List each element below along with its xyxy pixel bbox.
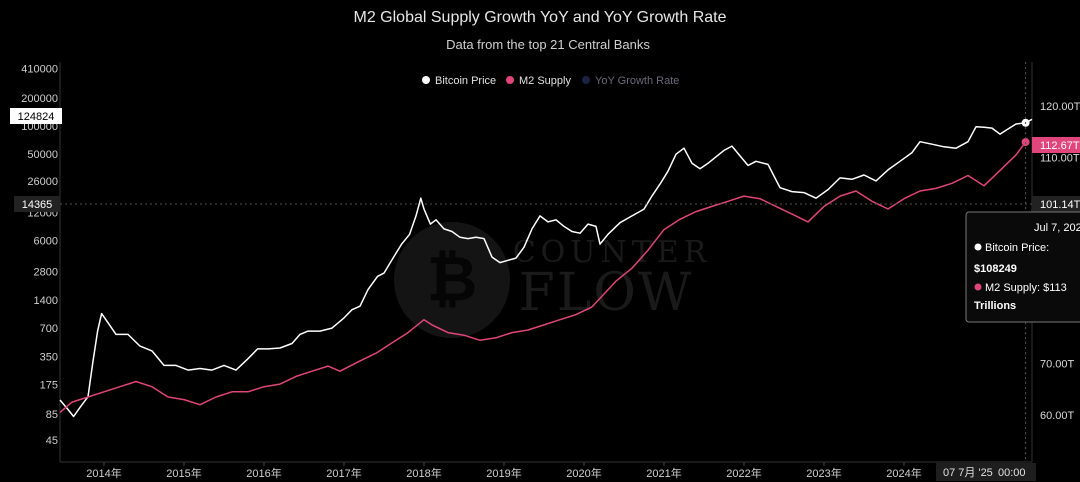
- right-m2-label-text: 112.67T: [1040, 140, 1080, 152]
- left-tick-label: 410000: [21, 64, 58, 76]
- chart-title: M2 Global Supply Growth YoY and YoY Grow…: [354, 9, 727, 26]
- right-m2-label-box: [1032, 137, 1080, 153]
- x-tick-label: 2018年: [406, 466, 441, 480]
- right-tick-label: 70.00T: [1040, 359, 1075, 371]
- crosshair-date-label: 07 7月 '25 00:00: [936, 463, 1036, 481]
- tooltip-bitcoin-value: $108249: [974, 263, 1017, 275]
- left-price-label-box: [10, 108, 62, 124]
- watermark-line1: COUNTER: [513, 235, 712, 270]
- right-cursor-label: 101.14T: [1032, 196, 1080, 212]
- left-cursor-label-box: [14, 196, 60, 212]
- watermark-bitcoin-icon: ₿: [427, 242, 478, 315]
- left-tick-label: 6000: [34, 236, 58, 248]
- legend-label-bitcoin: Bitcoin Price: [435, 75, 496, 87]
- x-tick-label: 2023年: [806, 466, 841, 480]
- right-cursor-label-box: [1032, 196, 1080, 212]
- left-tick-label: 50000: [27, 149, 58, 161]
- legend-item-bitcoin[interactable]: Bitcoin Price: [422, 75, 496, 87]
- right-tick-label: 60.00T: [1040, 410, 1075, 422]
- x-tick-label: 2016年: [246, 466, 281, 480]
- left-tick-label: 350: [40, 351, 58, 363]
- tooltip-marker-m2: [974, 283, 982, 291]
- x-axis-ticks: 2014年 2015年 2016年 2017年 2018年 2019年 2020年 2021年…: [86, 462, 922, 480]
- right-m2-label: 112.67T: [1032, 137, 1080, 153]
- x-tick-label: 2024年: [886, 466, 921, 480]
- left-tick-label: 175: [40, 380, 58, 392]
- tooltip-m2-label: M2 Supply: $113: [985, 282, 1067, 294]
- watermark: ₿ COUNTER FLOW: [394, 222, 712, 338]
- left-price-label-text: 124824: [18, 111, 55, 123]
- chart-subtitle: Data from the top 21 Central Banks: [446, 37, 650, 52]
- right-tick-label: 120.00T: [1040, 101, 1080, 113]
- crosshair-time-text: 00:00: [998, 467, 1026, 479]
- legend-marker-yoy: [582, 76, 590, 84]
- left-cursor-label: 14365: [14, 196, 60, 212]
- legend-item-m2[interactable]: M2 Supply: [506, 75, 571, 87]
- crosshair-date-box: [936, 463, 1036, 481]
- left-tick-label: 45: [46, 435, 58, 447]
- left-price-label: 124824: [10, 108, 62, 124]
- series-line-m2-supply: [59, 141, 1027, 413]
- legend-marker-bitcoin: [422, 76, 430, 84]
- tooltip-bitcoin-label: Bitcoin Price:: [985, 242, 1049, 254]
- left-tick-label: 200000: [21, 93, 58, 105]
- left-tick-label: 26000: [27, 176, 58, 188]
- left-cursor-label-text: 14365: [22, 199, 53, 211]
- legend-label-m2: M2 Supply: [519, 75, 571, 87]
- right-tick-label: 110.00T: [1040, 153, 1080, 165]
- x-tick-label: 2021年: [646, 466, 681, 480]
- legend: Bitcoin Price M2 Supply YoY Growth Rate: [422, 75, 679, 87]
- tooltip-date: Jul 7, 2025: [1034, 222, 1080, 234]
- x-tick-label: 2014年: [86, 466, 121, 480]
- x-tick-label: 2022年: [726, 466, 761, 480]
- legend-marker-m2: [506, 76, 514, 84]
- right-cursor-label-text: 101.14T: [1040, 199, 1080, 211]
- x-tick-label: 2020年: [566, 466, 601, 480]
- tooltip: Jul 7, 2025 Bitcoin Price: $108249 M2 Su…: [965, 211, 1080, 323]
- legend-item-yoy[interactable]: YoY Growth Rate: [582, 75, 679, 87]
- crosshair-date-text: 07 7月 '25: [943, 467, 993, 479]
- tooltip-box: [965, 211, 1080, 323]
- tooltip-m2-value: Trillions: [974, 300, 1016, 312]
- watermark-coin: [394, 222, 510, 338]
- tooltip-marker-bitcoin: [974, 243, 982, 251]
- watermark-line2: FLOW: [519, 263, 694, 323]
- x-tick-label: 2019年: [486, 466, 521, 480]
- left-tick-label: 2800: [34, 267, 58, 279]
- x-tick-label: 2017年: [326, 466, 361, 480]
- x-tick-label: 2015年: [166, 466, 201, 480]
- legend-label-yoy: YoY Growth Rate: [595, 75, 679, 87]
- series-line-bitcoin-price: [59, 118, 1033, 418]
- left-tick-label: 700: [40, 323, 58, 335]
- left-tick-label: 1400: [34, 295, 58, 307]
- left-tick-label: 85: [46, 409, 58, 421]
